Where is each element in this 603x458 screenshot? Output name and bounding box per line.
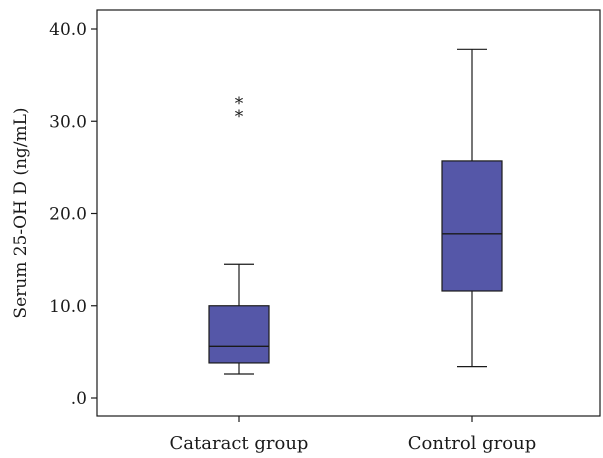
box-1: ** xyxy=(208,94,270,375)
y-tick-label: 30.0 xyxy=(49,112,87,132)
y-axis-label: Serum 25-OH D (ng/mL) xyxy=(11,107,31,318)
outlier-marker: * xyxy=(235,94,244,114)
x-axis-labels: Cataract group Control group xyxy=(170,416,536,454)
x-category-label: Control group xyxy=(408,433,536,454)
y-tick-label: 40.0 xyxy=(49,20,87,40)
box-group: ** xyxy=(208,48,503,375)
y-tick-label: .0 xyxy=(71,389,87,409)
box-2 xyxy=(441,48,503,368)
plot-frame xyxy=(96,9,601,417)
iqr-box xyxy=(441,160,503,292)
y-tick-label: 20.0 xyxy=(49,205,87,225)
y-tick-label: 10.0 xyxy=(49,297,87,317)
x-category-label: Cataract group xyxy=(170,433,309,454)
y-axis: .0 10.0 20.0 30.0 40.0 xyxy=(49,20,97,409)
outlier-marker: * xyxy=(235,107,244,127)
iqr-box xyxy=(208,305,270,364)
